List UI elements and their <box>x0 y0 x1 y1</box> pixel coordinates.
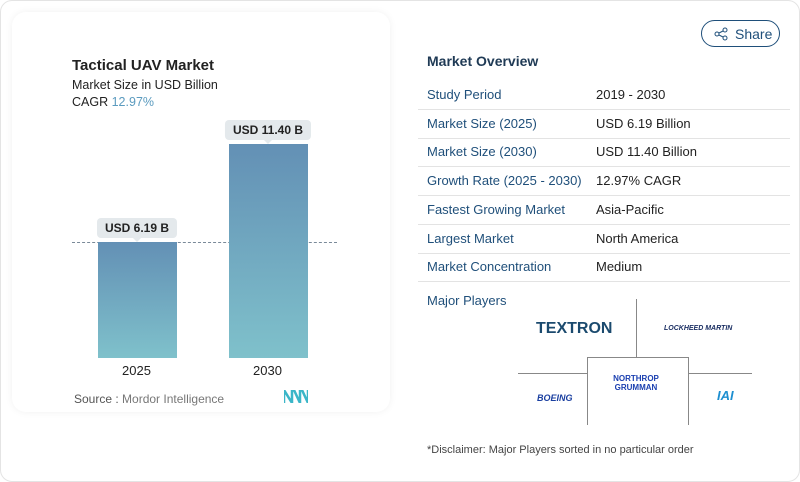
overview-row: Growth Rate (2025 - 2030) 12.97% CAGR <box>418 167 790 197</box>
mordor-logo-icon <box>284 390 308 403</box>
row-key: Market Size (2030) <box>427 144 537 160</box>
disclaimer: *Disclaimer: Major Players sorted in no … <box>427 444 694 456</box>
share-icon <box>714 27 728 41</box>
share-label: Share <box>735 26 773 42</box>
chart-subtitle: Market Size in USD Billion <box>72 78 218 92</box>
overview-row: Market Size (2025) USD 6.19 Billion <box>418 110 790 139</box>
row-value: Asia-Pacific <box>596 201 664 217</box>
data-label: USD 6.19 B <box>96 217 178 242</box>
row-key: Fastest Growing Market <box>427 201 565 217</box>
x-tick-label: 2030 <box>253 363 282 378</box>
row-key: Study Period <box>427 87 502 102</box>
data-label: USD 11.40 B <box>224 120 312 144</box>
share-button[interactable]: Share <box>701 20 780 47</box>
overview-row: Largest Market North America <box>418 225 790 254</box>
boeing-logo: BOEING <box>537 393 573 403</box>
iai-logo: IAI <box>717 388 734 403</box>
source-value: Mordor Intelligence <box>122 392 225 406</box>
cagr-label: CAGR <box>72 95 109 109</box>
overview-row: Market Concentration Medium <box>418 253 790 283</box>
grid-line <box>518 373 588 374</box>
grid-line <box>636 299 637 357</box>
textron-logo: TEXTRON <box>536 320 613 337</box>
row-value: USD 11.40 Billion <box>596 144 697 160</box>
source: Source : Mordor Intelligence <box>74 392 224 406</box>
overview-row: Market Size (2030) USD 11.40 Billion <box>418 138 790 168</box>
chart-title: Tactical UAV Market <box>72 57 214 74</box>
players-title: Major Players <box>427 293 507 308</box>
row-value: North America <box>596 230 679 246</box>
x-tick-label: 2025 <box>122 363 151 378</box>
row-value: USD 6.19 Billion <box>596 115 691 131</box>
grid-line <box>688 373 752 374</box>
row-value: 2019 - 2030 <box>596 87 666 102</box>
reference-line <box>72 242 337 243</box>
grid-box <box>587 357 689 425</box>
row-key: Market Concentration <box>427 259 552 275</box>
row-value: 12.97% CAGR <box>596 173 682 189</box>
cagr-value: 12.97% <box>111 95 155 109</box>
overview-row: Study Period 2019 - 2030 <box>418 81 790 110</box>
row-key: Largest Market <box>427 230 514 246</box>
row-value: Medium <box>596 259 643 275</box>
row-key: Growth Rate (2025 - 2030) <box>427 173 582 189</box>
cagr-row: CAGR 12.97% <box>72 95 154 109</box>
bar-2025 <box>98 241 177 358</box>
overview-title: Market Overview <box>427 53 539 69</box>
northrop-grumman-logo: NORTHROP GRUMMAN <box>613 374 659 392</box>
lockheed-martin-logo: LOCKHEED MARTIN <box>664 325 733 332</box>
source-label: Source : <box>74 392 119 406</box>
bar-2030 <box>229 144 308 358</box>
row-key: Market Size (2025) <box>427 115 537 131</box>
overview-row: Fastest Growing Market Asia-Pacific <box>418 196 790 225</box>
